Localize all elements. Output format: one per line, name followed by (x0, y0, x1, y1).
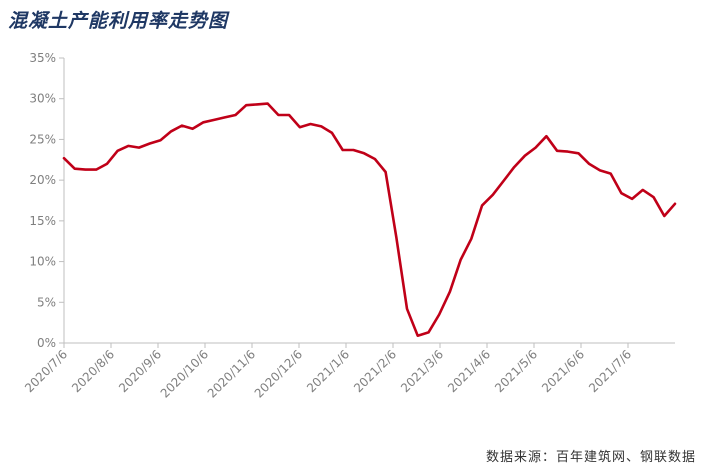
y-tick-label: 20% (29, 173, 56, 187)
x-tick-label: 2021/1/6 (304, 347, 352, 395)
source-note: 数据来源：百年建筑网、钢联数据 (485, 450, 696, 465)
x-tick-label: 2021/5/6 (492, 347, 540, 395)
x-tick-label: 2021/4/6 (445, 347, 493, 395)
x-tick-label: 2020/9/6 (116, 347, 164, 395)
x-tick-label: 2020/10/6 (158, 347, 211, 400)
x-tick-label: 2020/8/6 (69, 347, 117, 395)
y-tick-label: 0% (37, 336, 56, 350)
y-tick-label: 10% (29, 255, 56, 269)
y-tick-label: 25% (29, 132, 56, 146)
y-tick-label: 15% (29, 214, 56, 228)
y-tick-label: 5% (37, 295, 56, 309)
utilization-series-line (62, 102, 677, 338)
x-tick-label: 2021/3/6 (398, 347, 446, 395)
y-tick-label: 35% (29, 51, 56, 65)
x-tick-label: 2020/7/6 (22, 347, 70, 395)
chart-title: 混凝土产能利用率走势图 (8, 10, 229, 32)
x-tick-label: 2021/7/6 (586, 347, 634, 395)
x-tick-label: 2020/12/6 (252, 347, 305, 400)
x-tick-label: 2021/2/6 (351, 347, 399, 395)
x-tick-label: 2020/11/6 (205, 347, 258, 400)
y-tick-label: 30% (29, 92, 56, 106)
x-tick-label: 2021/6/6 (539, 347, 587, 395)
